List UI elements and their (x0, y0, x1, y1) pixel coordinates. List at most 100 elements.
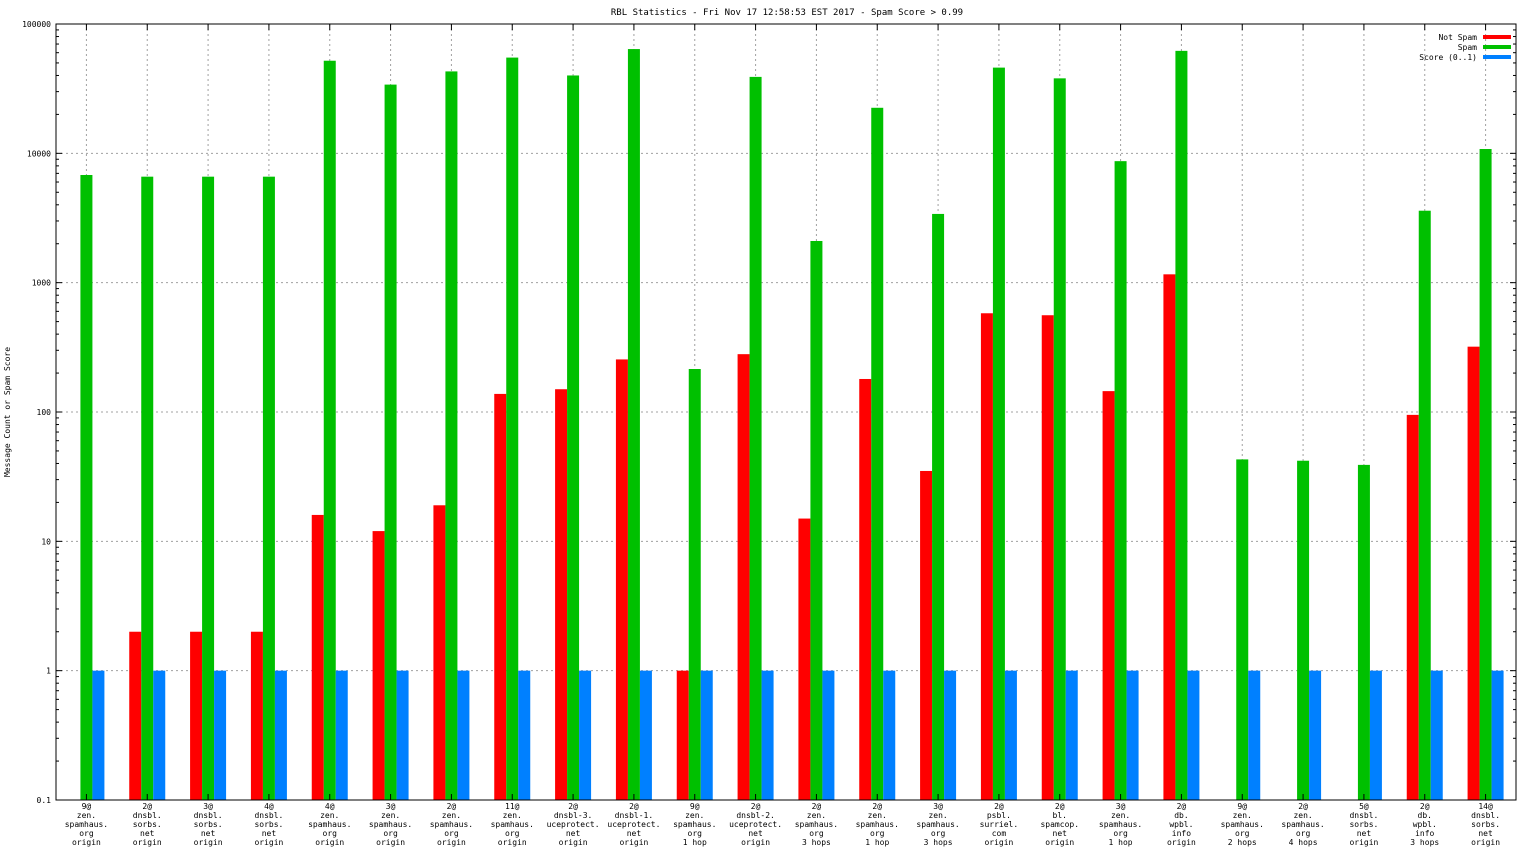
bar-not-spam (129, 631, 142, 800)
bar-not-spam (798, 518, 811, 800)
bar-spam (567, 75, 580, 800)
bar-spam (627, 49, 640, 801)
y-tick-label: 100 (37, 408, 52, 417)
bar-spam (445, 71, 458, 801)
x-tick-label: 3@ zen. spamhaus. org 3 hops (916, 802, 959, 847)
bar-not-spam (311, 514, 324, 800)
x-tick-label: 2@ bl. spamcop. net origin (1040, 802, 1079, 847)
bar-not-spam (433, 505, 446, 800)
x-tick-label: 2@ dnsbl. sorbs. net origin (133, 802, 162, 847)
x-tick-label: 2@ dnsbl-3. uceprotect. net origin (547, 802, 600, 847)
bar-not-spam (250, 631, 263, 800)
x-tick-label: 14@ dnsbl. sorbs. net origin (1471, 802, 1500, 847)
bar-spam (1175, 50, 1188, 801)
x-tick-label: 2@ dnsbl-2. uceprotect. net origin (729, 802, 782, 847)
bar-score-0-1 (1126, 670, 1139, 800)
bar-not-spam (615, 359, 628, 800)
bar-score-0-1 (1187, 670, 1200, 800)
bar-score-0-1 (579, 670, 592, 800)
bar-not-spam (1102, 391, 1115, 800)
bar-spam (323, 60, 336, 801)
x-tick-label: 2@ psbl. surriel. com origin (980, 802, 1019, 847)
y-tick-label: 10 (41, 537, 51, 546)
bar-spam (1236, 459, 1249, 800)
legend-label: Score (0..1) (1419, 53, 1477, 62)
bar-spam (202, 176, 215, 801)
bar-spam (1479, 149, 1492, 801)
x-tick-label: 3@ zen. spamhaus. org 1 hop (1099, 802, 1142, 847)
x-tick-label: 4@ zen. spamhaus. org origin (308, 802, 351, 847)
x-tick-label: 2@ zen. spamhaus. org 1 hop (856, 802, 899, 847)
bar-score-0-1 (700, 670, 713, 800)
x-tick-label: 2@ zen. spamhaus. org 3 hops (795, 802, 838, 847)
legend-swatch (1483, 55, 1511, 59)
bar-not-spam (190, 631, 203, 800)
x-axis-ticks: 9@ zen. spamhaus. org origin 2@ dnsbl. sorbs. ne… (65, 802, 1500, 847)
y-tick-label: 10000 (27, 149, 51, 158)
bar-score-0-1 (883, 670, 896, 800)
bar-not-spam (494, 393, 507, 800)
x-tick-label: 2@ db. wpbl. info 3 hops (1410, 802, 1439, 847)
x-tick-label: 2@ db. wpbl. info origin (1167, 802, 1196, 847)
legend-label: Not Spam (1438, 33, 1477, 42)
bar-not-spam (1163, 274, 1176, 801)
bar-spam (810, 240, 823, 800)
bar-score-0-1 (92, 670, 105, 800)
x-tick-label: 9@ zen. spamhaus. org origin (65, 802, 108, 847)
x-tick-label: 9@ zen. spamhaus. org 1 hop (673, 802, 716, 847)
bar-spam (1297, 460, 1310, 800)
bar-score-0-1 (1248, 670, 1261, 800)
bar-spam (384, 84, 397, 800)
bar-not-spam (372, 531, 385, 800)
bar-spam (688, 369, 701, 800)
bar-score-0-1 (1430, 670, 1443, 800)
bar-spam (141, 176, 154, 801)
bar-spam (262, 176, 275, 801)
bar-not-spam (1467, 346, 1480, 800)
bar-spam (932, 213, 945, 801)
bar-score-0-1 (457, 670, 470, 800)
bar-score-0-1 (1491, 670, 1504, 800)
y-axis-label: Message Count or Spam Score (3, 347, 12, 477)
bar-not-spam (555, 389, 568, 800)
bar-not-spam (676, 670, 689, 800)
x-tick-label: 2@ zen. spamhaus. org origin (430, 802, 473, 847)
legend-swatch (1483, 45, 1511, 49)
y-tick-label: 1 (46, 667, 51, 676)
bar-score-0-1 (1004, 670, 1017, 800)
bar-score-0-1 (335, 670, 348, 800)
bar-spam (1357, 464, 1370, 800)
x-tick-label: 2@ zen. spamhaus. org 4 hops (1281, 802, 1324, 847)
bar-not-spam (980, 313, 993, 800)
bar-score-0-1 (761, 670, 774, 800)
bar-not-spam (920, 470, 933, 800)
bar-score-0-1 (1369, 670, 1382, 800)
bar-score-0-1 (1309, 670, 1322, 800)
bar-score-0-1 (274, 670, 287, 800)
bar-score-0-1 (396, 670, 409, 800)
x-tick-label: 4@ dnsbl. sorbs. net origin (254, 802, 283, 847)
legend-swatch (1483, 35, 1511, 39)
x-tick-label: 3@ zen. spamhaus. org origin (369, 802, 412, 847)
y-tick-label: 0.1 (37, 796, 52, 805)
bar-not-spam (737, 354, 750, 800)
bar-not-spam (1041, 315, 1054, 800)
chart-title: RBL Statistics - Fri Nov 17 12:58:53 EST… (611, 8, 963, 18)
bar-spam (1418, 210, 1431, 801)
bar-score-0-1 (1065, 670, 1078, 800)
bar-score-0-1 (822, 670, 835, 800)
bar-spam (1053, 78, 1066, 801)
bar-spam (80, 174, 93, 801)
bar-score-0-1 (639, 670, 652, 800)
bars (80, 49, 1504, 801)
x-tick-label: 11@ zen. spamhaus. org origin (491, 802, 534, 847)
bar-spam (1114, 161, 1127, 800)
bar-spam (506, 57, 519, 800)
x-tick-label: 2@ dnsbl-1. uceprotect. net origin (607, 802, 660, 847)
bar-score-0-1 (944, 670, 957, 800)
bar-score-0-1 (153, 670, 166, 800)
bar-spam (871, 107, 884, 800)
bar-spam (992, 67, 1005, 801)
